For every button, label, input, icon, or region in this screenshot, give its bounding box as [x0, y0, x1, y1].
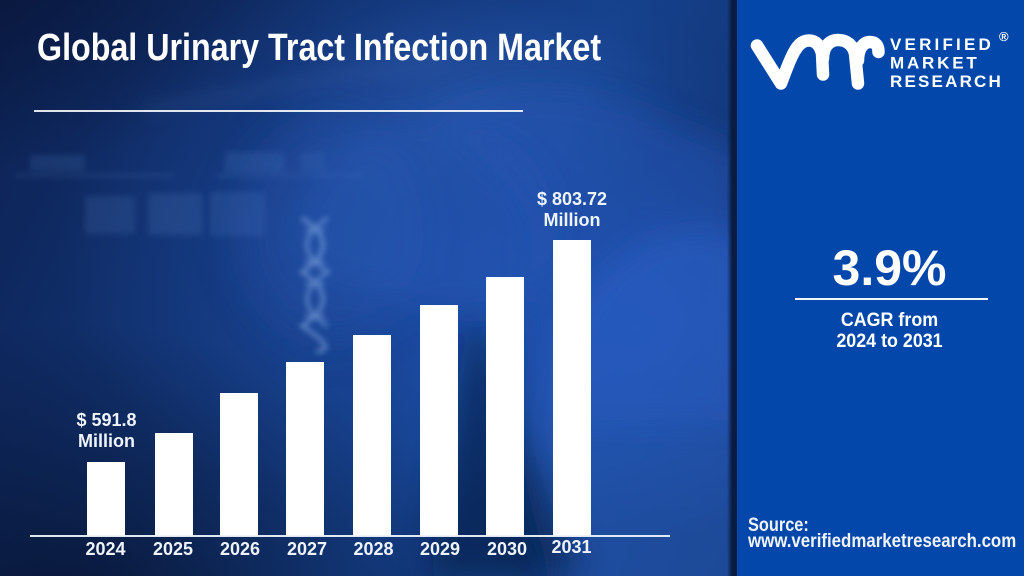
svg-text:®: ® [999, 29, 1009, 44]
svg-text:RESEARCH: RESEARCH [890, 72, 1003, 91]
svg-text:MARKET: MARKET [890, 54, 980, 73]
svg-text:VERIFIED: VERIFIED [890, 35, 994, 54]
